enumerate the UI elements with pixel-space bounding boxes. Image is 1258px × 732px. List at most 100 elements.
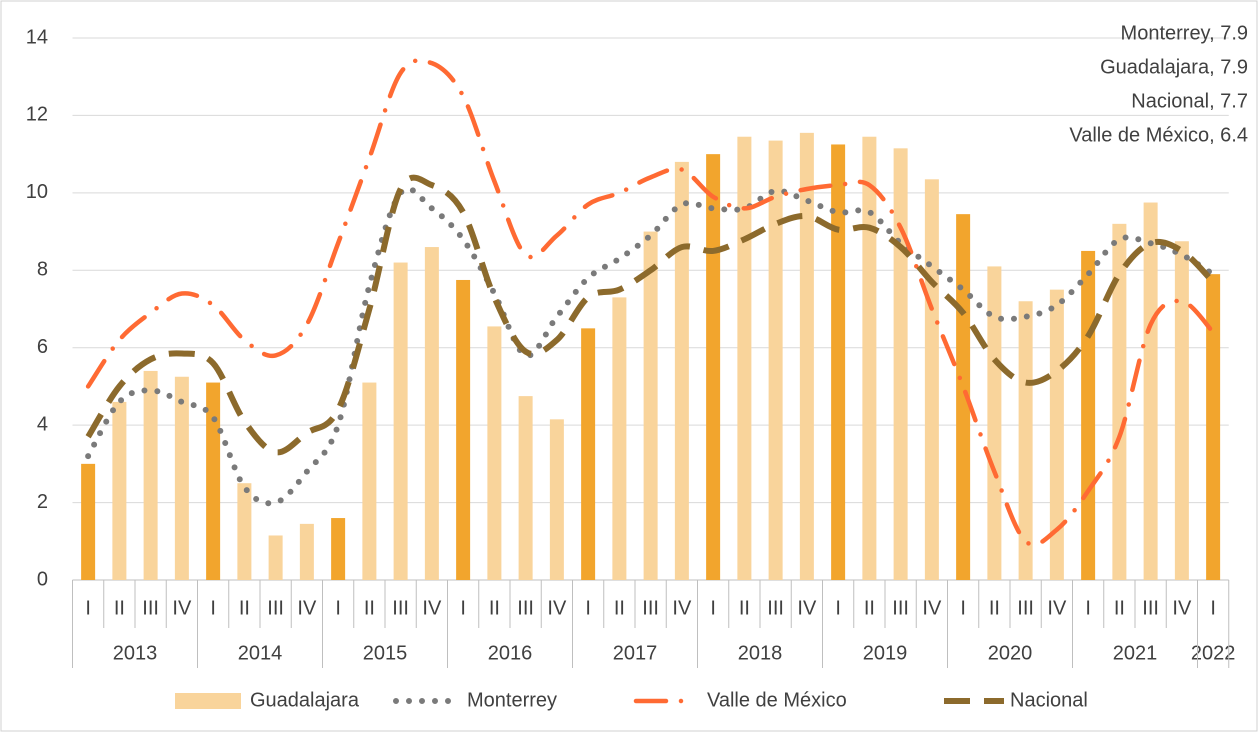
x-tick-label: IV [797, 597, 817, 619]
x-tick-label: III [767, 597, 784, 619]
x-tick-label: IV [1172, 597, 1192, 619]
bar [581, 328, 596, 580]
x-tick-label: II [614, 597, 625, 619]
bar [674, 161, 689, 580]
bar [362, 382, 377, 580]
y-tick-label: 4 [37, 413, 48, 435]
x-tick-label: I [1085, 597, 1091, 619]
bar [174, 376, 189, 580]
bar [206, 382, 221, 580]
bar [299, 523, 314, 580]
bar [893, 148, 908, 581]
year-label: 2013 [113, 642, 158, 664]
y-tick-label: 10 [26, 181, 48, 203]
x-tick-label: II [864, 597, 875, 619]
bar [987, 266, 1002, 580]
x-tick-label: II [114, 597, 125, 619]
annotation: Monterrey, 7.9 [1121, 22, 1248, 44]
x-tick-label: IV [297, 597, 317, 619]
bar [487, 326, 502, 580]
legend-label: Nacional [1010, 689, 1088, 711]
x-tick-label: II [1114, 597, 1125, 619]
bar [768, 140, 783, 581]
bar [268, 535, 283, 580]
bar [831, 144, 846, 580]
bar [1081, 250, 1096, 580]
annotation: Valle de México, 6.4 [1069, 124, 1248, 146]
bar [237, 483, 252, 580]
x-tick-label: I [585, 597, 591, 619]
year-label: 2020 [988, 642, 1033, 664]
y-tick-label: 8 [37, 259, 48, 281]
bar [1174, 241, 1189, 580]
x-tick-label: III [892, 597, 909, 619]
x-tick-label: IV [672, 597, 692, 619]
x-tick-label: IV [422, 597, 442, 619]
x-tick-label: III [1017, 597, 1034, 619]
line-series [85, 58, 1216, 547]
x-tick-label: II [239, 597, 250, 619]
y-tick-label: 2 [37, 491, 48, 513]
x-tick-label: III [1142, 597, 1159, 619]
x-tick-label: I [85, 597, 91, 619]
year-label: 2018 [738, 642, 783, 664]
bar [706, 154, 721, 580]
legend-label: Guadalajara [250, 689, 360, 711]
x-tick-label: II [489, 597, 500, 619]
bar [1206, 274, 1221, 580]
bar [331, 518, 346, 580]
year-label: 2019 [863, 642, 908, 664]
bar [862, 136, 877, 580]
x-tick-label: I [1210, 597, 1216, 619]
year-label: 2022 [1191, 642, 1236, 664]
x-tick-label: III [142, 597, 159, 619]
bar [1049, 289, 1064, 580]
bar [393, 262, 408, 580]
bar [143, 370, 158, 580]
year-label: 2021 [1113, 642, 1158, 664]
x-tick-label: I [710, 597, 716, 619]
x-tick-label: II [739, 597, 750, 619]
x-tick-label: II [364, 597, 375, 619]
bar [549, 419, 564, 580]
bar [81, 463, 96, 580]
bar [424, 247, 439, 581]
bar [112, 401, 127, 580]
bar [518, 396, 533, 580]
bar [1112, 223, 1127, 581]
bar [643, 231, 658, 581]
bar [924, 179, 939, 581]
legend-label: Valle de México [707, 689, 847, 711]
x-tick-label: I [335, 597, 341, 619]
x-tick-label: IV [172, 597, 192, 619]
y-tick-label: 12 [26, 104, 48, 126]
bar [799, 132, 814, 580]
year-label: 2016 [488, 642, 533, 664]
x-tick-label: III [517, 597, 534, 619]
bar [612, 297, 627, 580]
annotation: Nacional, 7.7 [1131, 90, 1248, 112]
year-label: 2015 [363, 642, 408, 664]
x-tick-label: III [392, 597, 409, 619]
year-label: 2017 [613, 642, 658, 664]
bar [456, 279, 471, 580]
x-tick-label: IV [922, 597, 942, 619]
x-tick-label: I [210, 597, 216, 619]
x-tick-label: I [960, 597, 966, 619]
x-tick-label: IV [1047, 597, 1067, 619]
y-tick-label: 6 [37, 336, 48, 358]
legend-label: Monterrey [467, 689, 557, 711]
bar [737, 136, 752, 580]
x-tick-label: III [267, 597, 284, 619]
year-label: 2014 [238, 642, 283, 664]
y-tick-label: 0 [37, 568, 48, 590]
x-tick-label: I [460, 597, 466, 619]
legend-swatch [175, 693, 241, 709]
x-tick-label: II [989, 597, 1000, 619]
y-tick-label: 14 [26, 26, 48, 48]
x-tick-label: III [642, 597, 659, 619]
line-series [85, 185, 1217, 507]
bar [1143, 202, 1158, 581]
